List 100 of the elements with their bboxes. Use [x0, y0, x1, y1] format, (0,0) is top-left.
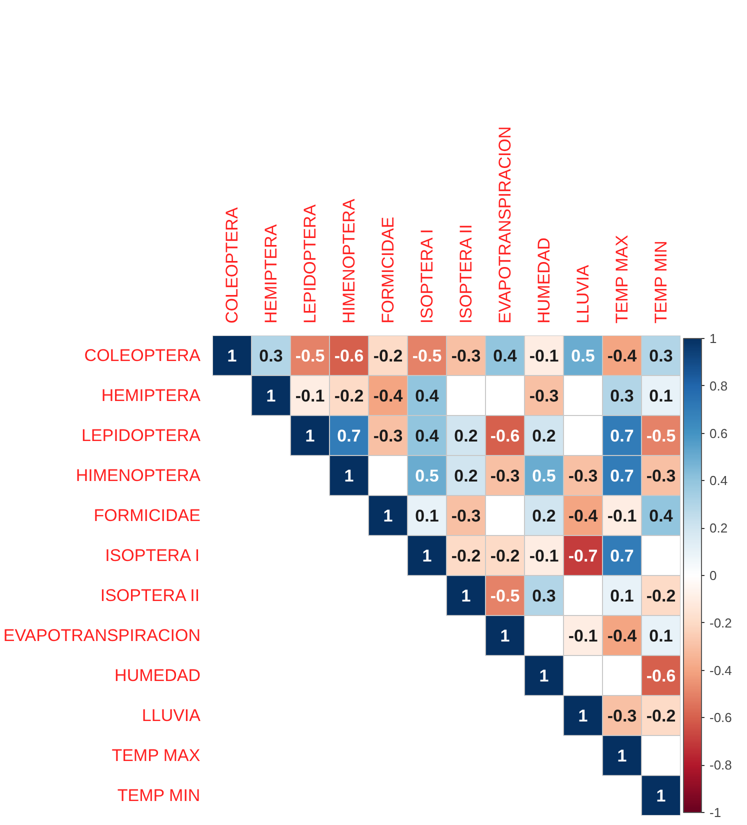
color-bar-label: 0.4	[710, 473, 728, 488]
x-tick-label: HUMEDAD	[534, 238, 554, 324]
data-label: 0.3	[259, 346, 283, 366]
y-tick-label: LEPIDOPTERA	[81, 426, 202, 445]
data-label: -0.2	[490, 546, 520, 566]
x-tick-label: TEMP MAX	[612, 235, 632, 324]
data-label: -0.3	[373, 426, 403, 446]
data-label: 1	[305, 426, 315, 446]
data-label: 0.1	[610, 586, 634, 606]
x-tick-label: TEMP MIN	[652, 240, 670, 324]
data-label: -0.1	[529, 546, 559, 566]
data-label: 0.7	[610, 426, 634, 446]
data-label: -0.1	[607, 506, 637, 526]
data-label: 1	[344, 466, 354, 486]
data-label: 1	[266, 386, 276, 406]
data-label: -0.5	[490, 586, 520, 606]
data-label: 1	[617, 746, 627, 766]
color-bar-label: 0.6	[710, 426, 728, 441]
data-label: 0.4	[649, 506, 674, 526]
y-tick-label: HUMEDAD	[114, 666, 201, 685]
y-tick-label: EVAPOTRANSPIRACION	[3, 626, 201, 645]
data-label: -0.6	[334, 346, 364, 366]
y-tick-label: HIMENOPTERA	[76, 466, 202, 485]
data-label: 1	[227, 346, 237, 366]
data-label: 1	[461, 586, 471, 606]
data-label: -0.5	[646, 426, 676, 446]
data-label: -0.3	[646, 466, 676, 486]
data-label: 0.7	[610, 466, 634, 486]
data-label: 0.7	[610, 546, 634, 566]
color-bar-label: -1	[710, 805, 722, 820]
data-label: 1	[656, 786, 666, 806]
data-label: -0.3	[607, 706, 637, 726]
data-label: -0.1	[568, 626, 598, 646]
data-label: 0.5	[571, 346, 595, 366]
data-label: -0.1	[295, 386, 325, 406]
data-label: -0.3	[568, 466, 598, 486]
data-label: 1	[422, 546, 432, 566]
data-label: 0.3	[532, 586, 556, 606]
y-tick-label: COLEOPTERA	[84, 346, 202, 365]
y-tick-label: ISOPTERA II	[100, 586, 200, 605]
data-label: 0.4	[415, 426, 440, 446]
color-bar-label: 0.8	[710, 378, 728, 394]
data-label: -0.6	[646, 666, 676, 686]
x-tick-label: LLUVIA	[574, 264, 592, 324]
x-tick-label: FORMICIDAE	[378, 216, 398, 324]
color-bar-label: -0.8	[710, 758, 732, 773]
data-label: 0.5	[415, 466, 439, 486]
color-bar-label: -0.6	[710, 710, 732, 726]
data-label: 1	[500, 626, 510, 646]
y-tick-label: TEMP MAX	[112, 746, 200, 765]
color-bar-label: 0.2	[710, 520, 728, 536]
color-bar-label: -0.4	[710, 662, 732, 678]
x-tick-label: ISOPTERA I	[418, 229, 436, 324]
color-bar-label: 1	[710, 331, 717, 346]
data-label: 0.3	[649, 346, 673, 366]
data-label: 1	[383, 506, 393, 526]
data-label: 0.1	[649, 386, 673, 406]
data-label: -0.4	[373, 386, 404, 406]
data-label: -0.7	[568, 546, 598, 566]
x-tick-label: EVAPOTRANSPIRACION	[496, 126, 514, 324]
data-label: 0.2	[532, 506, 556, 526]
data-label: 0.1	[649, 626, 673, 646]
data-label: 0.7	[337, 426, 361, 446]
data-label: 0.4	[415, 386, 440, 406]
data-label: -0.2	[334, 386, 364, 406]
x-tick-label: HIMENOPTERA	[340, 198, 358, 324]
data-label: -0.6	[490, 426, 520, 446]
data-label: -0.2	[451, 546, 481, 566]
data-label: -0.3	[529, 386, 559, 406]
data-label: -0.2	[646, 706, 676, 726]
data-label: -0.2	[373, 346, 403, 366]
data-label: -0.4	[607, 626, 638, 646]
y-tick-label: ISOPTERA I	[105, 546, 200, 565]
color-bar-label: -0.2	[710, 615, 732, 630]
data-label: 0.2	[532, 426, 556, 446]
data-label: 0.4	[493, 346, 518, 366]
y-tick-label: FORMICIDAE	[94, 506, 201, 525]
x-tick-label: ISOPTERA II	[456, 224, 476, 324]
data-label: -0.3	[490, 466, 520, 486]
data-label: 0.5	[532, 466, 556, 486]
data-label: -0.4	[607, 346, 638, 366]
data-label: -0.3	[451, 346, 481, 366]
data-label: 0.2	[454, 466, 478, 486]
x-tick-label: HEMIPTERA	[262, 224, 280, 324]
data-label: -0.5	[295, 346, 325, 366]
y-tick-label: LLUVIA	[142, 706, 202, 725]
data-label: 1	[578, 706, 588, 726]
data-label: -0.2	[646, 586, 676, 606]
data-label: -0.3	[451, 506, 481, 526]
data-label: -0.4	[568, 506, 598, 526]
data-label: -0.5	[412, 346, 442, 366]
data-label: 0.2	[454, 426, 478, 446]
color-bar-label: 0	[710, 568, 717, 583]
data-label: 0.3	[610, 386, 634, 406]
data-label: 0.1	[415, 506, 439, 526]
x-tick-label: LEPIDOPTERA	[300, 204, 320, 324]
data-label: -0.1	[529, 346, 559, 366]
data-label: 1	[539, 666, 549, 686]
y-tick-label: HEMIPTERA	[101, 386, 202, 405]
y-tick-label: TEMP MIN	[117, 786, 200, 805]
